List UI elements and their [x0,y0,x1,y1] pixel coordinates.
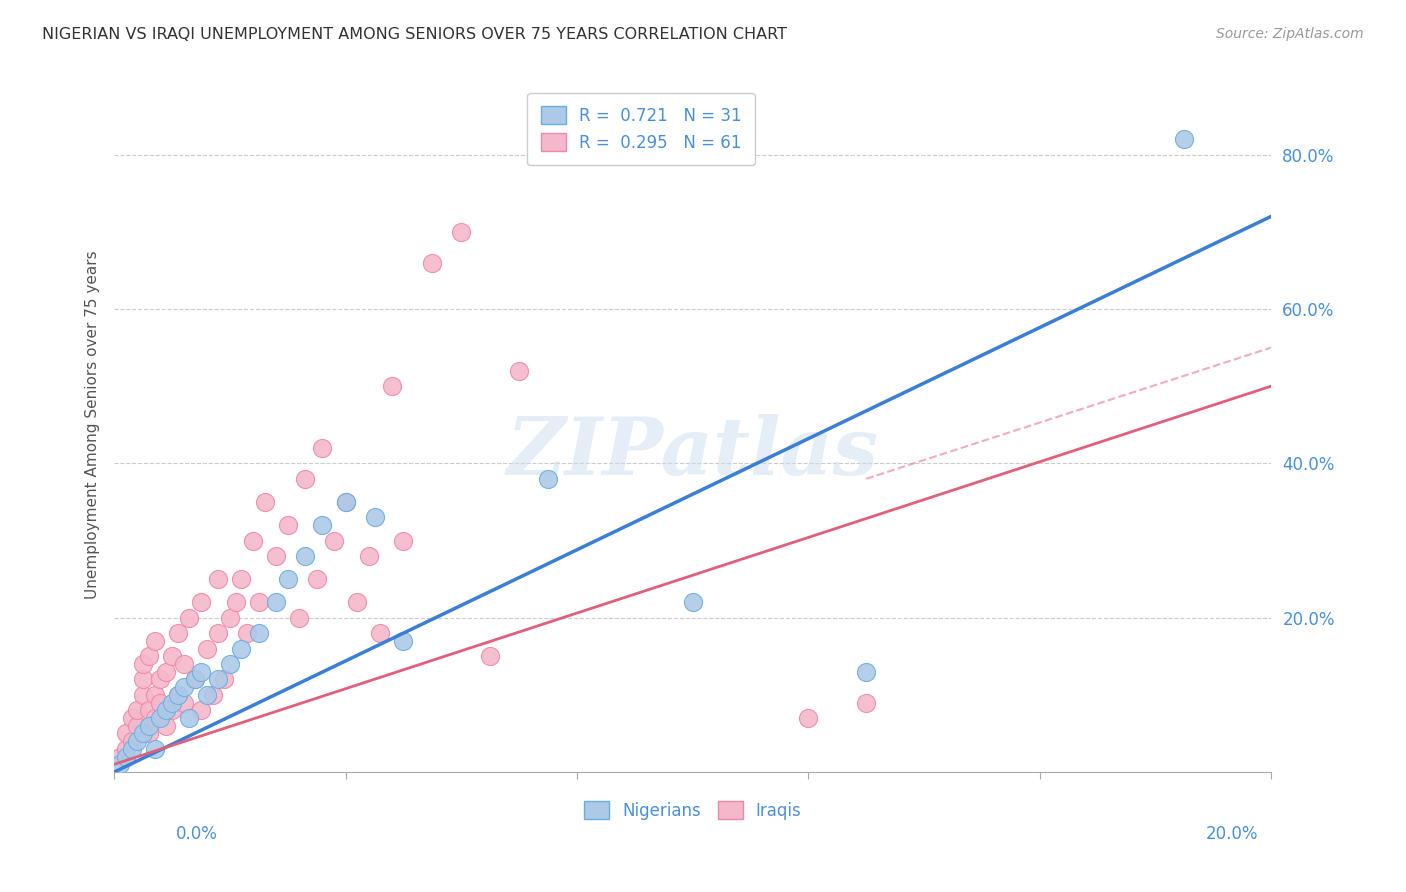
Point [207,572,229,586]
Point [179,711,201,725]
Point [166,688,188,702]
Legend: Nigerians, Iraqis: Nigerians, Iraqis [571,788,815,833]
Point [294,472,316,486]
Point [242,533,264,548]
Point [288,610,311,624]
Point [132,673,155,687]
Point [392,533,415,548]
Point [173,696,195,710]
Text: NIGERIAN VS IRAQI UNEMPLOYMENT AMONG SENIORS OVER 75 YEARS CORRELATION CHART: NIGERIAN VS IRAQI UNEMPLOYMENT AMONG SEN… [42,27,787,42]
Point [143,688,166,702]
Point [190,703,212,717]
Point [277,572,299,586]
Text: ZIPatlas: ZIPatlas [506,414,879,491]
Point [132,726,155,740]
Point [138,726,160,740]
Point [108,757,131,772]
Point [184,673,207,687]
Point [149,696,172,710]
Point [149,673,172,687]
Point [173,657,195,671]
Point [537,472,560,486]
Point [247,595,270,609]
Point [195,641,218,656]
Point [149,711,172,725]
Point [225,595,247,609]
Point [231,572,253,586]
Point [155,703,177,717]
Point [422,255,444,269]
Point [357,549,380,563]
Point [138,719,160,733]
Point [114,742,136,756]
Point [166,688,188,702]
Point [201,688,224,702]
Point [143,633,166,648]
Point [132,657,155,671]
Point [138,703,160,717]
Point [121,742,143,756]
Point [219,657,242,671]
Point [392,633,415,648]
Point [368,626,391,640]
Point [143,711,166,725]
Point [450,225,472,239]
Point [173,680,195,694]
Point [138,649,160,664]
Point [264,549,287,563]
Point [1173,132,1195,146]
Point [195,688,218,702]
Text: 0.0%: 0.0% [176,825,218,843]
Point [479,649,502,664]
Point [277,518,299,533]
Text: 20.0%: 20.0% [1206,825,1258,843]
Point [207,673,229,687]
Point [335,495,357,509]
Point [121,711,143,725]
Point [855,665,877,679]
Point [114,726,136,740]
Point [311,518,333,533]
Point [305,572,328,586]
Point [682,595,704,609]
Point [160,703,183,717]
Point [855,696,877,710]
Point [160,696,183,710]
Point [346,595,368,609]
Point [363,510,385,524]
Point [184,673,207,687]
Point [114,749,136,764]
Point [311,441,333,455]
Point [143,742,166,756]
Point [212,673,235,687]
Point [294,549,316,563]
Point [381,379,404,393]
Point [236,626,259,640]
Point [166,626,188,640]
Point [127,703,149,717]
Point [160,649,183,664]
Point [127,734,149,748]
Point [264,595,287,609]
Point [108,749,131,764]
Point [127,719,149,733]
Y-axis label: Unemployment Among Seniors over 75 years: Unemployment Among Seniors over 75 years [86,251,100,599]
Point [207,626,229,640]
Point [335,495,357,509]
Point [179,610,201,624]
Text: Source: ZipAtlas.com: Source: ZipAtlas.com [1216,27,1364,41]
Point [323,533,346,548]
Point [121,734,143,748]
Point [155,719,177,733]
Point [190,665,212,679]
Point [132,688,155,702]
Point [231,641,253,656]
Point [247,626,270,640]
Point [190,595,212,609]
Point [155,665,177,679]
Point [508,364,530,378]
Point [253,495,276,509]
Point [797,711,820,725]
Point [219,610,242,624]
